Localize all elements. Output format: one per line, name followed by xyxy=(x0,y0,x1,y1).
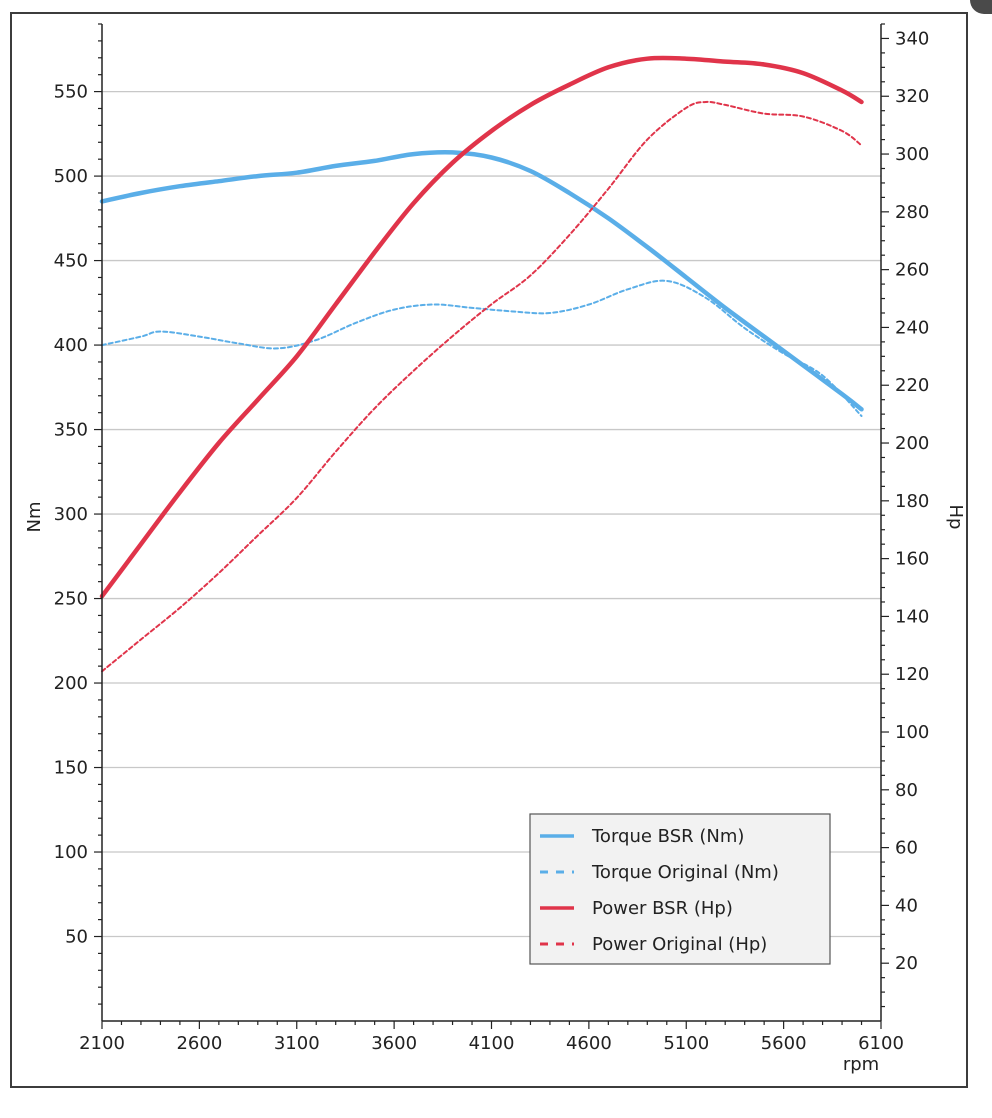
y-right-tick-label: 180 xyxy=(895,491,929,512)
power-bsr-line xyxy=(99,55,864,599)
legend: Torque BSR (Nm) Torque Original (Nm) Power… xyxy=(529,813,831,965)
torque-bsr-line xyxy=(99,150,864,412)
x-tick-label: 6100 xyxy=(858,1033,904,1054)
grid-lines xyxy=(102,90,881,938)
series-lines xyxy=(99,55,864,673)
y-right-tick-label: 280 xyxy=(895,202,929,223)
y-right-tick-label: 100 xyxy=(895,722,929,743)
y-left-tick-label: 350 xyxy=(54,420,88,441)
y-right-tick-label: 220 xyxy=(895,375,929,396)
torque-original-line xyxy=(101,279,863,417)
y-left-tick-label: 400 xyxy=(54,335,88,356)
x-tick-label: 4600 xyxy=(566,1033,612,1054)
y-right-tick-label: 260 xyxy=(895,260,929,281)
y-right-tick-label: 60 xyxy=(895,838,918,859)
y-left-tick-label: 50 xyxy=(65,927,88,948)
x-tick-label: 3600 xyxy=(371,1033,417,1054)
legend-item-power-original-label: Power Original (Hp) xyxy=(592,934,767,955)
y-left-tick-label: 500 xyxy=(54,166,88,187)
legend-item-torque-bsr-label: Torque BSR (Nm) xyxy=(591,826,744,847)
y-right-tick-label: 80 xyxy=(895,780,918,801)
y-right-tick-label: 340 xyxy=(895,28,929,49)
x-tick-label: 2600 xyxy=(176,1033,222,1054)
y-right-axis-title: Hp xyxy=(945,505,966,530)
tick-labels: 50 100 150 200 250 300 350 400 450 500 550 20 40 60 80… xyxy=(54,28,930,1054)
x-tick-label: 2100 xyxy=(79,1033,125,1054)
power-original-line xyxy=(101,100,863,673)
x-tick-label: 5600 xyxy=(761,1033,807,1054)
x-tick-label: 3100 xyxy=(274,1033,320,1054)
y-right-tick-label: 320 xyxy=(895,86,929,107)
y-left-tick-label: 550 xyxy=(54,82,88,103)
y-right-tick-label: 20 xyxy=(895,953,918,974)
window-corner-shadow xyxy=(970,0,992,14)
y-left-tick-label: 250 xyxy=(54,589,88,610)
y-right-tick-label: 140 xyxy=(895,606,929,627)
x-tick-label: 4100 xyxy=(469,1033,515,1054)
y-left-tick-label: 100 xyxy=(54,842,88,863)
y-left-tick-label: 300 xyxy=(54,504,88,525)
y-right-tick-label: 300 xyxy=(895,144,929,165)
legend-item-torque-original-label: Torque Original (Nm) xyxy=(591,862,779,883)
y-left-tick-label: 450 xyxy=(54,251,88,272)
legend-box xyxy=(529,813,831,965)
axes xyxy=(94,23,889,1029)
y-right-tick-label: 200 xyxy=(895,433,929,454)
y-right-tick-label: 240 xyxy=(895,317,929,338)
x-axis-title: rpm xyxy=(843,1054,879,1075)
y-right-tick-label: 40 xyxy=(895,895,918,916)
x-tick-label: 5100 xyxy=(663,1033,709,1054)
y-left-tick-label: 150 xyxy=(54,758,88,779)
y-left-tick-label: 200 xyxy=(54,673,88,694)
y-right-tick-label: 120 xyxy=(895,664,929,685)
y-left-axis-title: Nm xyxy=(24,502,45,533)
legend-item-power-bsr-label: Power BSR (Hp) xyxy=(592,898,733,919)
y-right-tick-label: 160 xyxy=(895,549,929,570)
